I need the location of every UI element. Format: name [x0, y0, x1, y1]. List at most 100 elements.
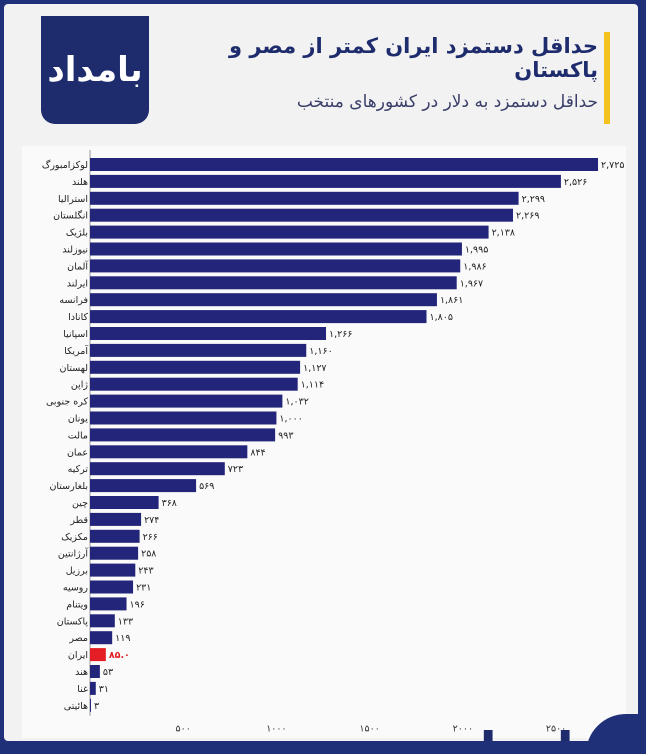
bar [90, 428, 276, 442]
category-label: غنا [77, 684, 88, 695]
category-label: مصر [68, 633, 88, 644]
x-tick-label: ۱۵۰۰ [359, 724, 379, 735]
x-tick-label: ۱۰۰۰ [266, 724, 286, 735]
bar [90, 648, 106, 662]
data-label: ۵۶۹ [199, 481, 214, 492]
category-label: ایران [68, 650, 88, 661]
bar [90, 496, 159, 509]
bar [90, 614, 115, 628]
data-label: ۱۱۹ [115, 633, 130, 644]
bar [90, 445, 248, 459]
data-label: ۲۳۱ [136, 583, 151, 594]
category-label: قطر [69, 515, 88, 526]
bar [90, 631, 113, 645]
category-label: برزیل [66, 566, 88, 577]
bar [90, 681, 96, 695]
category-label: پاکستان [57, 616, 89, 627]
brand-logo-text: بامداد [47, 50, 143, 90]
data-label: ۱,۹۸۶ [463, 261, 486, 272]
bar [90, 377, 298, 391]
data-label: ۹۹۳ [278, 430, 293, 441]
bar [90, 191, 519, 205]
chart-subtitle: حداقل دستمزد به دلار در کشورهای منتخب [296, 92, 598, 112]
category-label: عمان [67, 447, 88, 458]
brand-logo: بامداد [41, 16, 149, 124]
x-tick-label: ۵۰۰ [176, 724, 191, 735]
category-label: هند [75, 667, 88, 678]
category-label: بلغارستان [49, 481, 88, 492]
category-label: لوکزامبورگ [42, 158, 88, 171]
category-label: ایرلند [67, 278, 88, 289]
bar [90, 479, 197, 493]
bar [90, 310, 427, 324]
bar [90, 327, 327, 340]
category-label: مالت [68, 430, 88, 441]
chart-title: حداقل دستمزد ایران کمتر از مصر و پاکستان [228, 34, 598, 82]
data-label: ۱,۱۱۴ [301, 380, 324, 391]
chart-area: لوکزامبورگ ۲,۷۲۵ هلند ۲,۵۲۶ استرالیا ۲,۲۹۹ انگ… [22, 146, 626, 741]
category-label: نیوزلند [62, 245, 88, 256]
bar [90, 665, 100, 678]
bar [90, 360, 301, 374]
data-label: ۲,۱۳۸ [492, 228, 515, 239]
category-label: آرژانتین [58, 547, 88, 560]
data-label: ۲۵۸ [141, 549, 156, 560]
bar [90, 529, 140, 543]
category-label: استرالیا [58, 194, 88, 205]
data-label: ۱,۸۶۱ [440, 295, 463, 306]
category-label: روسیه [63, 583, 89, 594]
category-label: هلند [72, 177, 88, 188]
data-label: ۳۶۸ [162, 498, 177, 509]
data-label: ۸۴۴ [250, 447, 265, 458]
data-label: ۲۴۳ [138, 566, 153, 577]
category-label: ترکیه [68, 464, 89, 475]
infographic-card: بامداد حداقل دستمزد ایران کمتر از مصر و … [4, 4, 638, 741]
bar [90, 698, 91, 712]
bar [90, 276, 457, 290]
category-label: چین [72, 498, 88, 509]
data-label: ۲۷۴ [144, 515, 159, 526]
bar [90, 597, 127, 611]
data-label: ۲,۵۲۶ [564, 177, 587, 188]
data-label: ۷۲۳ [228, 464, 243, 475]
bar [90, 546, 139, 560]
data-label: ۱,۹۶۷ [460, 278, 483, 289]
bar [90, 512, 142, 526]
data-label: ۱,۲۶۶ [329, 329, 352, 340]
bar [90, 580, 134, 594]
bar [90, 293, 437, 307]
accent-bar [604, 32, 610, 124]
data-label: ۲,۲۶۹ [516, 211, 539, 222]
category-label: لهستان [60, 363, 89, 374]
category-label: انگلستان [53, 210, 88, 222]
bar [90, 411, 277, 425]
category-label: ویتنام [66, 599, 88, 610]
data-label: ۱,۰۰۰ [279, 414, 302, 425]
bar [90, 242, 462, 256]
bar [90, 158, 599, 171]
category-label: ژاپن [71, 380, 89, 391]
data-label: ۱۳۳ [118, 616, 133, 627]
data-label: ۲,۲۹۹ [522, 194, 545, 205]
data-label: ۱,۹۹۵ [465, 245, 488, 256]
data-label: ۱۹۶ [130, 599, 145, 610]
data-label: ۱,۱۲۷ [303, 363, 326, 374]
category-label: بلژیک [66, 228, 88, 239]
bar [90, 208, 514, 222]
bar [90, 174, 561, 188]
category-label: یونان [68, 414, 88, 425]
category-label: هائیتی [64, 701, 88, 712]
bar-chart: لوکزامبورگ ۲,۷۲۵ هلند ۲,۵۲۶ استرالیا ۲,۲۹۹ انگ… [42, 150, 624, 735]
bar [90, 225, 489, 239]
data-label: ۵۳ [103, 667, 113, 678]
category-label: فرانسه [59, 295, 88, 306]
category-label: کانادا [68, 312, 88, 323]
category-label: کره جنوبی [46, 397, 88, 408]
category-label: آمریکا [64, 344, 88, 357]
watermark-logo: بامداد [454, 722, 596, 741]
bar [90, 563, 136, 577]
data-label: ۱,۰۳۲ [285, 397, 308, 408]
data-label: ۱,۸۰۵ [430, 312, 453, 323]
category-label: آلمان [67, 259, 88, 272]
bar [90, 394, 283, 408]
